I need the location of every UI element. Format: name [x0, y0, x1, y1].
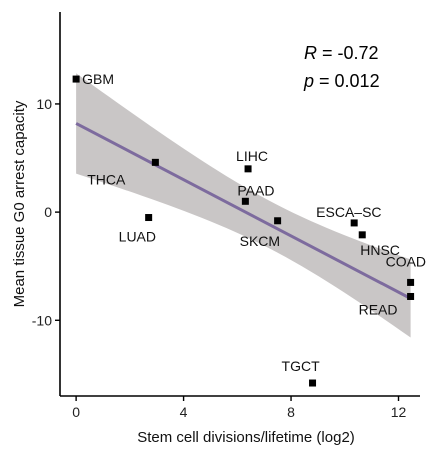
p-value-number: = 0.012 [314, 71, 380, 91]
data-point-read [407, 292, 415, 300]
data-point-skcm [274, 217, 282, 225]
point-label: TGCT [282, 358, 321, 374]
data-point-escasc [350, 219, 358, 227]
data-points [72, 75, 415, 387]
point-label: HNSC [360, 242, 400, 258]
data-point-coad [407, 278, 415, 286]
p-symbol: p [303, 71, 314, 91]
x-tick-label: 0 [72, 404, 80, 420]
y-tick-label: -10 [32, 312, 52, 328]
data-point-paad [241, 197, 249, 205]
p-value: p = 0.012 [303, 71, 380, 91]
r-symbol: R [304, 43, 317, 63]
data-point-gbm [72, 75, 80, 83]
x-tick-label: 8 [287, 404, 295, 420]
point-label: LUAD [119, 229, 156, 245]
data-point-lihc [244, 165, 252, 173]
x-axis-title: Stem cell divisions/lifetime (log2) [137, 429, 355, 446]
y-tick-label: 0 [44, 204, 52, 220]
point-label: READ [359, 301, 398, 317]
y-axis-ticks: 10 0 -10 [32, 96, 60, 328]
x-tick-label: 4 [180, 404, 188, 420]
confidence-band [76, 73, 411, 338]
data-point-thca [151, 158, 159, 166]
point-label: COAD [386, 253, 426, 269]
point-label: GBM [82, 71, 114, 87]
regression-line [75, 122, 412, 300]
point-label: LIHC [236, 148, 268, 164]
x-axis-ticks: 0 4 8 12 [72, 396, 407, 420]
y-tick-label: 10 [36, 96, 52, 112]
r-value: = -0.72 [317, 43, 379, 63]
data-point-hnsc [358, 231, 366, 239]
point-label: PAAD [237, 182, 274, 198]
correlation-r: R = -0.72 [304, 43, 379, 63]
point-label: SKCM [240, 233, 280, 249]
point-label: THCA [87, 171, 126, 187]
y-axis-title: Mean tissue G0 arrest capacity [11, 100, 28, 307]
data-point-tgct [309, 379, 317, 387]
x-tick-label: 12 [391, 404, 407, 420]
point-label: ESCA–SC [316, 204, 381, 220]
data-point-luad [145, 214, 153, 222]
